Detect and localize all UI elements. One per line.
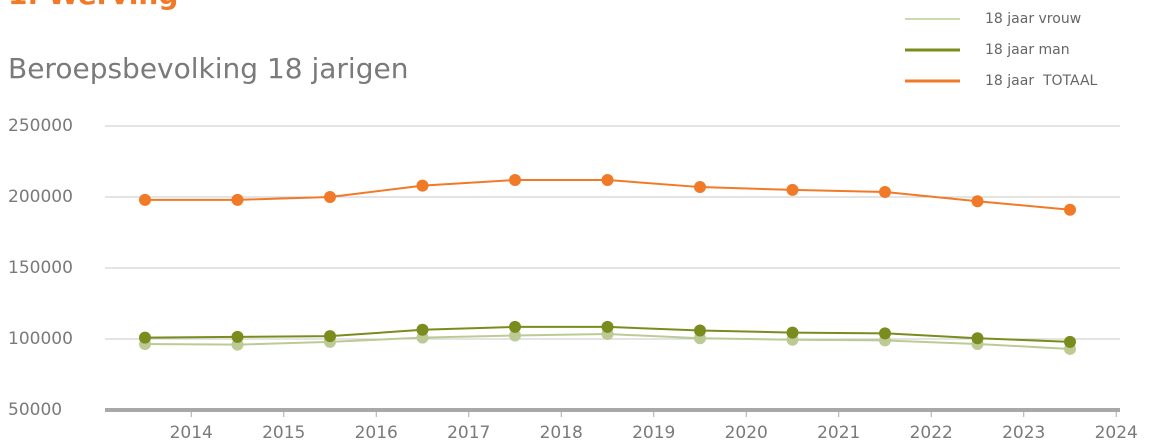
data-point: [971, 332, 984, 345]
supertitle: 1. Werving: [8, 0, 178, 11]
data-point: [509, 173, 521, 186]
x-tick-label: 2017: [447, 423, 490, 443]
y-tick-label: 200000: [8, 187, 73, 207]
data-point: [1064, 203, 1076, 216]
data-point: [416, 179, 429, 192]
data-point: [231, 330, 244, 343]
data-point: [139, 331, 151, 344]
data-point: [231, 193, 244, 206]
data-point: [786, 326, 799, 339]
x-tick-label: 2014: [170, 423, 213, 443]
data-point: [694, 181, 706, 194]
data-point: [324, 330, 336, 343]
legend-label: 18 jaar TOTAAL: [985, 73, 1098, 89]
data-point: [694, 324, 706, 337]
chart-title: Beroepsbevolking 18 jarigen: [8, 52, 408, 85]
data-point: [509, 320, 521, 333]
y-tick-label: 250000: [8, 116, 73, 136]
data-point: [601, 320, 614, 333]
data-point: [786, 183, 799, 196]
data-point: [416, 323, 429, 336]
x-tick-label: 2021: [817, 423, 860, 443]
legend-label: 18 jaar man: [985, 42, 1070, 58]
data-point: [1064, 335, 1076, 348]
y-tick-label: 100000: [8, 329, 73, 349]
data-point: [879, 186, 891, 199]
data-point: [139, 193, 151, 206]
x-tick-label: 2024: [1095, 423, 1138, 443]
x-tick-label: 2019: [632, 423, 675, 443]
x-tick-label: 2016: [355, 423, 398, 443]
x-tick-label: 2022: [910, 423, 953, 443]
data-point: [509, 329, 521, 342]
x-tick-label: 2015: [262, 423, 305, 443]
data-point: [971, 195, 984, 208]
y-tick-label: 150000: [8, 258, 73, 278]
x-tick-label: 2023: [1002, 423, 1045, 443]
legend-label: 18 jaar vrouw: [985, 11, 1081, 27]
x-tick-label: 2018: [540, 423, 583, 443]
data-point: [324, 191, 336, 203]
y-tick-label: 50000: [8, 400, 62, 420]
x-tick-label: 2020: [725, 423, 768, 443]
data-point: [879, 327, 891, 340]
data-point: [601, 173, 614, 186]
